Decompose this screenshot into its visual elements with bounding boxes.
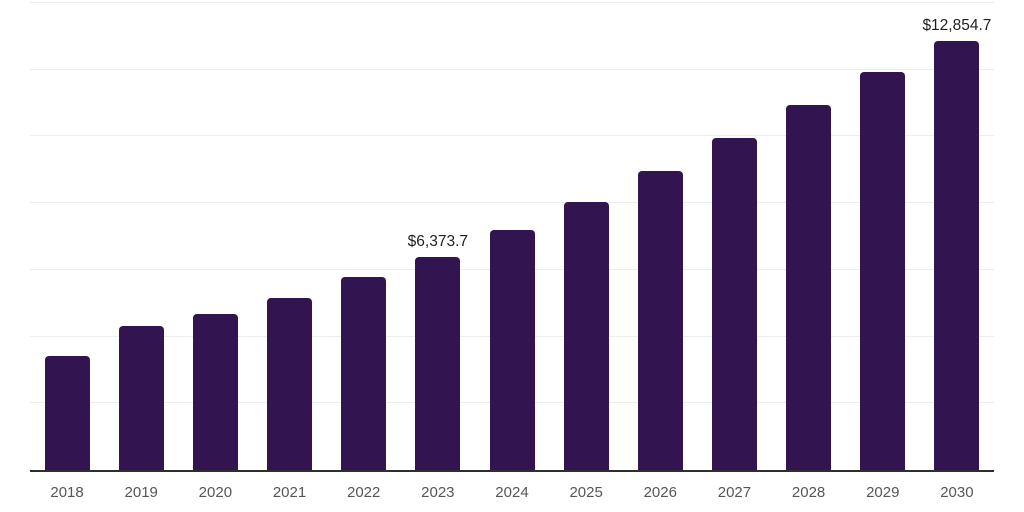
x-tick-label-2027: 2027 [717,484,752,501]
x-tick-label-2024: 2024 [495,484,529,501]
gridline [30,68,994,70]
x-tick-label-2026: 2026 [643,484,677,501]
x-tick-label-2018: 2018 [50,484,84,501]
bar-2022 [341,277,387,470]
bar-2018 [44,355,90,470]
bar-2029 [860,71,906,470]
x-tick-label-2022: 2022 [346,484,381,501]
bar-2028 [786,104,832,470]
bar-2023 [415,257,461,470]
gridline [30,2,994,3]
x-tick-label-2023: 2023 [421,484,455,501]
x-tick-label-2019: 2019 [124,484,158,501]
bar-value-label-2030: $12,854.7 [922,17,992,35]
x-tick-label-2021: 2021 [272,484,307,501]
bar-2030 [934,41,980,470]
bar-2019 [118,325,164,470]
bar-2025 [563,201,609,470]
bar-2021 [267,298,313,470]
plot-area: $6,373.7 $12,854.7 [30,0,994,472]
x-tick-label-2030: 2030 [940,484,974,501]
bar-value-label-2023: $6,373.7 [407,233,469,251]
bar-2026 [637,170,683,470]
bar-2020 [192,314,238,470]
x-tick-label-2028: 2028 [791,484,826,501]
gridline [30,202,994,204]
x-tick-label-2029: 2029 [866,484,900,501]
bar-2027 [711,137,757,470]
gridline [30,135,994,137]
x-tick-label-2025: 2025 [569,484,603,501]
bar-2024 [489,230,535,470]
x-tick-label-2020: 2020 [198,484,233,501]
